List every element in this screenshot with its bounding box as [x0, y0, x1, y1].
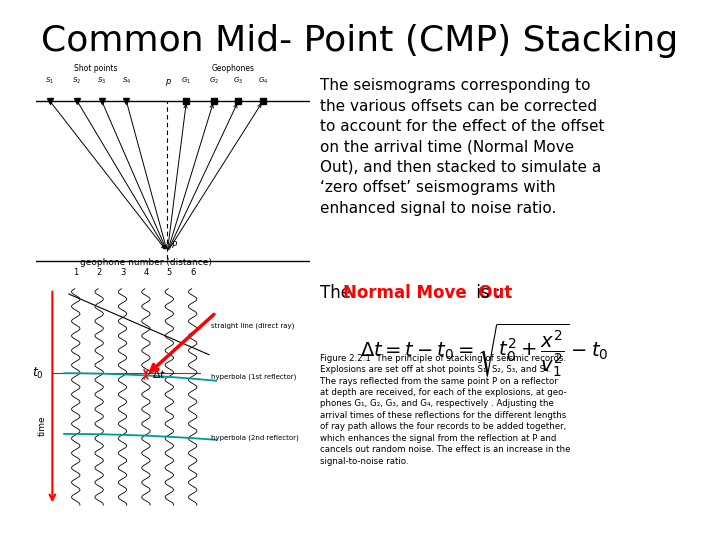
Text: $G_4$: $G_4$ [258, 76, 269, 86]
Text: $t_0$: $t_0$ [32, 366, 44, 381]
Text: $\Delta t = t - t_0 = \sqrt{t_0^2 + \dfrac{x^2}{v_1^2}} - t_0$: $\Delta t = t - t_0 = \sqrt{t_0^2 + \dfr… [360, 321, 608, 379]
Text: p: p [165, 77, 170, 86]
Text: P: P [171, 241, 176, 250]
Text: 2: 2 [96, 268, 102, 278]
Text: hyperbola (1st reflector): hyperbola (1st reflector) [212, 374, 297, 380]
Text: The: The [320, 284, 356, 301]
Text: Common Mid- Point (CMP) Stacking: Common Mid- Point (CMP) Stacking [41, 24, 679, 58]
Text: Normal Move  Out: Normal Move Out [343, 284, 512, 301]
Text: Figure 2.2.1  The principle of stacking of seismic records.
Explosions are set o: Figure 2.2.1 The principle of stacking o… [320, 354, 571, 465]
Text: $S_4$: $S_4$ [122, 76, 131, 86]
Text: The seismograms corresponding to
the various offsets can be corrected
to account: The seismograms corresponding to the var… [320, 78, 605, 215]
Text: Geophones: Geophones [212, 64, 254, 73]
Text: Shot points: Shot points [74, 64, 118, 73]
Text: $G_3$: $G_3$ [233, 76, 243, 86]
Text: $S_3$: $S_3$ [97, 76, 107, 86]
Text: 6: 6 [190, 268, 195, 278]
Text: $S_1$: $S_1$ [45, 76, 54, 86]
Text: 5: 5 [166, 268, 172, 278]
Text: geophone number (distance): geophone number (distance) [80, 258, 212, 267]
Text: $S_2$: $S_2$ [73, 76, 81, 86]
Text: $G_1$: $G_1$ [181, 76, 192, 86]
Text: $\Delta t$: $\Delta t$ [152, 368, 166, 380]
Text: $G_2$: $G_2$ [209, 76, 219, 86]
Text: 1: 1 [73, 268, 78, 278]
Text: time: time [37, 416, 46, 436]
Text: 3: 3 [120, 268, 125, 278]
Text: 4: 4 [143, 268, 148, 278]
Text: is :: is : [471, 284, 500, 301]
Text: hyperbola (2nd reflector): hyperbola (2nd reflector) [212, 435, 299, 441]
Text: straight line (direct ray): straight line (direct ray) [212, 322, 294, 329]
